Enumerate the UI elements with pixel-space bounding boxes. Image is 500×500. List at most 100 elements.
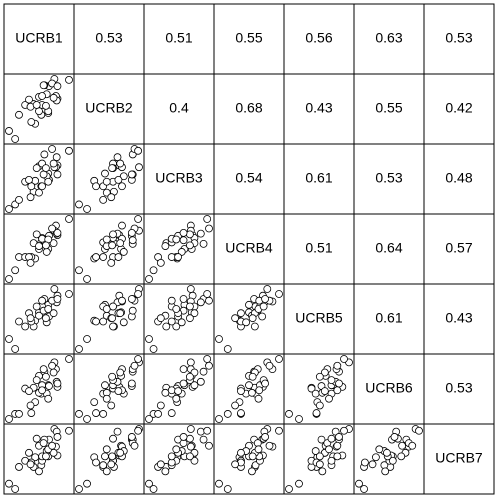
point (245, 300, 253, 309)
point (333, 452, 342, 461)
point (186, 285, 195, 293)
point (102, 177, 111, 186)
point (48, 224, 56, 233)
point (186, 442, 195, 451)
point (382, 448, 391, 457)
point (275, 355, 283, 363)
point (254, 394, 263, 403)
point (114, 387, 123, 396)
point (127, 295, 136, 303)
point (25, 448, 33, 457)
correlation: 0.48 (445, 170, 472, 186)
point (15, 317, 23, 326)
point (26, 460, 35, 469)
point (149, 345, 158, 353)
point (237, 448, 245, 457)
point (172, 305, 181, 313)
point (177, 318, 186, 327)
point (107, 460, 116, 469)
point (161, 388, 170, 397)
point (42, 101, 50, 110)
point (27, 118, 36, 126)
point (44, 305, 53, 313)
point (203, 426, 212, 435)
point (145, 479, 153, 488)
point (49, 368, 58, 377)
point (179, 236, 188, 245)
point (116, 368, 125, 377)
point (128, 306, 137, 315)
point (65, 426, 73, 435)
point (101, 169, 109, 178)
point (203, 290, 212, 298)
point (408, 441, 417, 450)
point (11, 485, 20, 493)
point (340, 355, 348, 363)
variable-name: UCRB1 (15, 30, 63, 46)
point (372, 453, 380, 462)
point (149, 266, 158, 275)
point (179, 229, 188, 237)
point (35, 311, 43, 320)
point (15, 196, 23, 204)
point (134, 426, 143, 435)
point (32, 302, 41, 311)
point (27, 182, 36, 191)
point (101, 452, 109, 461)
point (196, 298, 205, 307)
point (102, 235, 111, 244)
point (295, 415, 303, 423)
point (156, 314, 165, 323)
variable-name: UCRB4 (225, 240, 273, 256)
point (25, 176, 33, 184)
point (333, 361, 342, 370)
point (32, 164, 41, 172)
point (261, 379, 269, 388)
point (53, 295, 62, 303)
point (26, 193, 35, 202)
point (205, 224, 213, 233)
point (261, 295, 269, 303)
point (108, 164, 117, 172)
point (186, 302, 194, 311)
point (174, 387, 182, 396)
point (5, 335, 13, 343)
point (333, 386, 342, 395)
point (83, 335, 91, 343)
point (134, 146, 143, 155)
point (161, 242, 170, 250)
point (145, 275, 153, 283)
point (48, 441, 56, 450)
point (381, 467, 390, 476)
point (248, 314, 257, 323)
point (315, 452, 324, 461)
correlation: 0.43 (305, 100, 332, 116)
correlation: 0.68 (235, 100, 262, 116)
point (83, 205, 91, 213)
point (315, 460, 324, 469)
point (325, 445, 333, 454)
correlation: 0.51 (305, 240, 332, 256)
point (92, 253, 100, 261)
point (156, 259, 165, 267)
point (320, 368, 329, 377)
point (223, 345, 232, 353)
point (42, 314, 50, 323)
point (102, 445, 111, 454)
point (186, 241, 194, 250)
point (49, 93, 58, 102)
point (38, 296, 46, 305)
correlation: 0.61 (305, 170, 332, 186)
point (39, 365, 48, 374)
point (315, 401, 324, 410)
correlation: 0.63 (375, 30, 402, 46)
point (102, 394, 111, 403)
point (5, 415, 13, 423)
point (320, 387, 329, 396)
point (42, 241, 50, 250)
point (265, 441, 274, 450)
point (167, 386, 176, 395)
point (275, 426, 283, 435)
point (130, 361, 139, 370)
